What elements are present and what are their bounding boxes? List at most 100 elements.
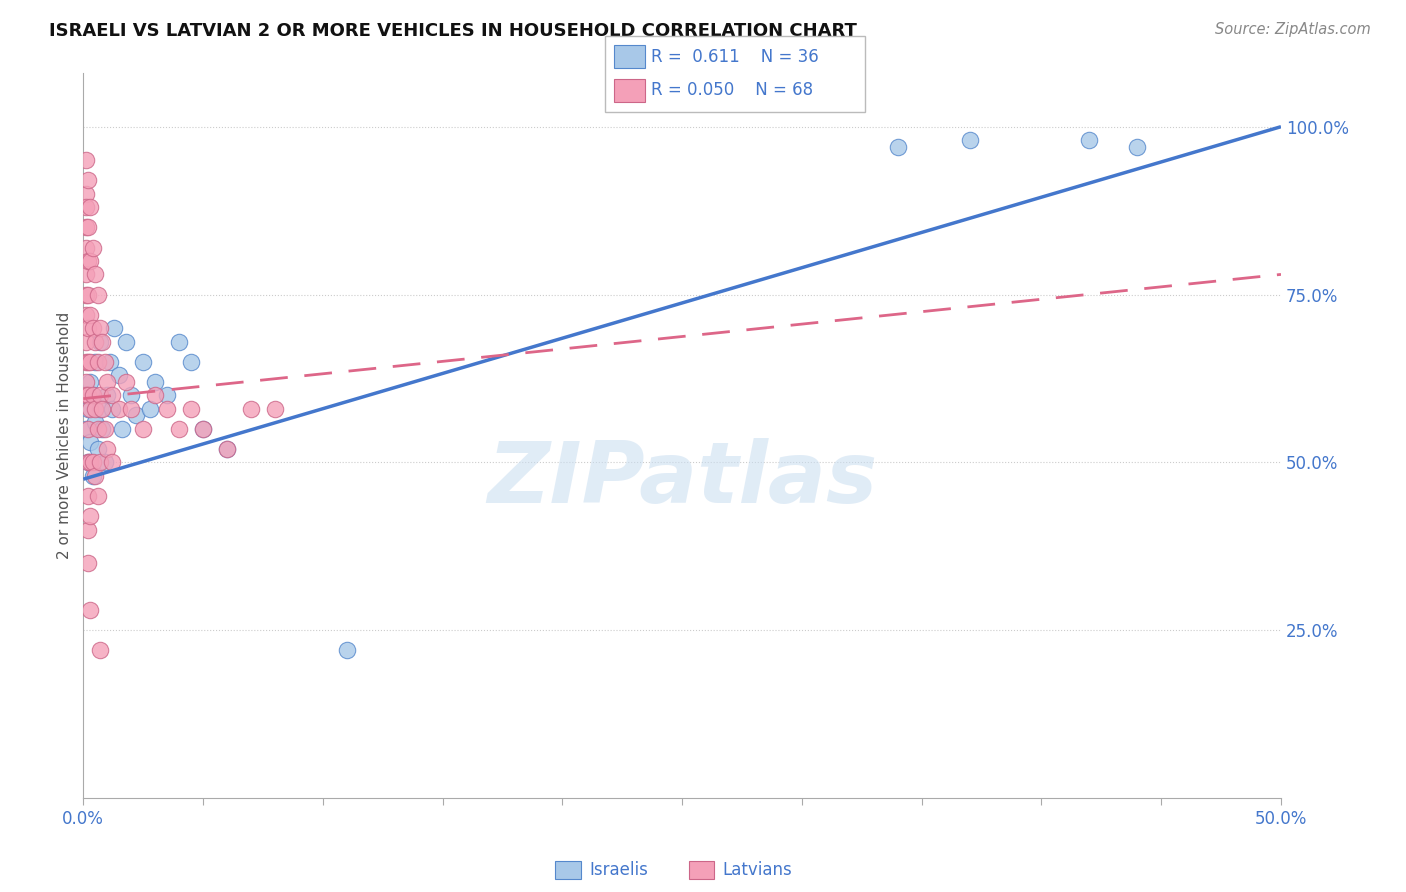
Point (191, 422, 214, 436)
Point (77, 220, 100, 235)
Point (336, 643, 359, 657)
Point (79, 435, 101, 450)
Point (215, 442, 238, 456)
Point (101, 388, 124, 402)
Point (79, 200, 101, 214)
Point (125, 409, 148, 423)
Point (132, 354, 155, 368)
Point (86, 442, 108, 456)
Point (139, 401, 162, 416)
Point (156, 388, 179, 402)
Point (84, 334, 107, 349)
Point (89, 643, 111, 657)
Point (108, 368, 131, 383)
Point (79, 603, 101, 617)
Y-axis label: 2 or more Vehicles in Household: 2 or more Vehicles in Household (58, 312, 72, 559)
Text: R =  0.611    N = 36: R = 0.611 N = 36 (651, 48, 818, 66)
Point (98, 354, 121, 368)
Point (108, 401, 131, 416)
Text: ZIPatlas: ZIPatlas (486, 438, 877, 521)
Point (77, 523, 100, 537)
Point (103, 321, 125, 335)
Point (132, 422, 155, 436)
Point (101, 401, 124, 416)
Point (191, 422, 214, 436)
Point (75, 308, 97, 322)
Point (77, 254, 100, 268)
Point (79, 401, 101, 416)
Point (77, 354, 100, 368)
Point (959, 133, 981, 147)
Text: Latvians: Latvians (723, 861, 793, 879)
Point (84, 401, 107, 416)
Point (86, 354, 108, 368)
Point (101, 455, 124, 469)
Point (82, 321, 104, 335)
Point (96, 442, 118, 456)
Point (239, 401, 262, 416)
Point (77, 455, 100, 469)
Point (75, 186, 97, 201)
Point (115, 334, 138, 349)
Text: ISRAELI VS LATVIAN 2 OR MORE VEHICLES IN HOUSEHOLD CORRELATION CHART: ISRAELI VS LATVIAN 2 OR MORE VEHICLES IN… (49, 22, 858, 40)
Point (120, 388, 142, 402)
Point (94, 455, 117, 469)
Point (180, 354, 202, 368)
Point (91, 401, 114, 416)
Point (215, 442, 238, 456)
Point (86, 287, 108, 301)
Point (77, 173, 100, 187)
Point (82, 455, 104, 469)
Point (94, 422, 117, 436)
Point (82, 388, 104, 402)
Point (156, 401, 179, 416)
Point (89, 321, 111, 335)
Point (77, 455, 100, 469)
Point (79, 308, 101, 322)
Point (82, 388, 104, 402)
Point (143, 388, 166, 402)
Point (79, 375, 101, 389)
Point (82, 241, 104, 255)
Point (79, 254, 101, 268)
Point (75, 334, 97, 349)
Point (89, 334, 111, 349)
Point (75, 287, 97, 301)
Point (84, 268, 107, 282)
Point (75, 422, 97, 436)
Point (886, 140, 908, 154)
Point (75, 200, 97, 214)
Point (89, 455, 111, 469)
Point (77, 388, 100, 402)
Point (75, 375, 97, 389)
Point (89, 401, 111, 416)
Point (110, 422, 132, 436)
Point (143, 375, 166, 389)
Point (75, 220, 97, 235)
Point (89, 388, 111, 402)
Point (96, 375, 118, 389)
Point (84, 415, 107, 429)
Point (180, 401, 202, 416)
Point (77, 422, 100, 436)
Point (94, 354, 117, 368)
Point (75, 241, 97, 255)
Point (75, 388, 97, 402)
Point (82, 468, 104, 483)
Point (84, 354, 107, 368)
Point (75, 268, 97, 282)
Point (84, 468, 107, 483)
Point (264, 401, 287, 416)
Point (91, 334, 114, 349)
Point (77, 489, 100, 503)
Point (120, 401, 142, 416)
Point (79, 354, 101, 368)
Text: Source: ZipAtlas.com: Source: ZipAtlas.com (1215, 22, 1371, 37)
Point (75, 153, 97, 168)
Point (96, 388, 118, 402)
Point (79, 455, 101, 469)
Point (1126, 140, 1149, 154)
Point (79, 509, 101, 524)
Point (77, 556, 100, 570)
Point (1078, 133, 1101, 147)
